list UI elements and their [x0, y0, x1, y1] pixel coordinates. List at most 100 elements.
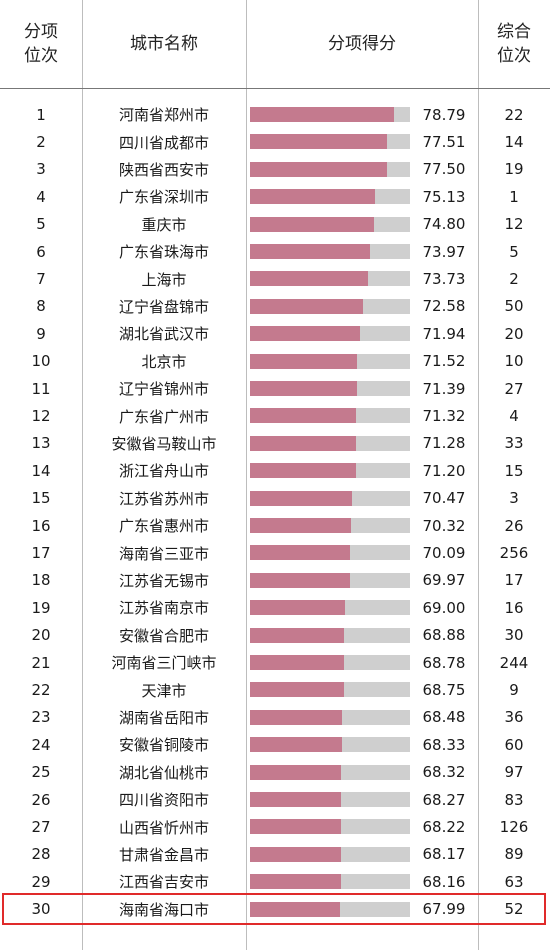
rank-cell: 27 [31, 818, 51, 837]
score-bar-track [250, 545, 410, 561]
score-bar-track [250, 874, 410, 890]
city-cell: 江苏省苏州市 [118, 489, 209, 508]
score-bar-cell [250, 375, 410, 402]
overall-rank-cell: 10 [504, 352, 524, 371]
score-bar [250, 134, 388, 150]
score-bar-track [250, 353, 410, 369]
score-value: 75.13 [422, 187, 466, 206]
city-cell: 河南省三门峡市 [111, 654, 217, 673]
score-bar-cell [250, 841, 410, 868]
rank-cell: 17 [31, 544, 51, 563]
score-bar [250, 874, 341, 890]
highlight-box [2, 893, 546, 926]
city-cell: 湖北省武汉市 [118, 325, 209, 344]
score-bar-cell [250, 183, 410, 210]
score-bar-cell [250, 676, 410, 703]
score-bar [250, 408, 357, 424]
score-bar-track [250, 408, 410, 424]
table-row: 21 河南省三门峡市 68.78 244 [0, 649, 550, 676]
table-row: 30 海南省海口市 67.99 52 [0, 896, 550, 923]
city-cell: 安徽省铜陵市 [118, 736, 209, 755]
overall-rank-cell: 27 [504, 379, 524, 398]
score-value: 74.80 [422, 215, 466, 234]
table-row: 2 四川省成都市 77.51 14 [0, 128, 550, 155]
score-value: 68.16 [422, 872, 466, 891]
table-row: 5 重庆市 74.80 12 [0, 211, 550, 238]
score-bar-track [250, 901, 410, 917]
city-cell: 广东省珠海市 [118, 243, 209, 262]
rank-cell: 14 [31, 461, 51, 480]
score-bar [250, 216, 374, 232]
city-cell: 安徽省合肥市 [118, 626, 209, 645]
score-bar-cell [250, 539, 410, 566]
score-value: 68.48 [422, 708, 466, 727]
score-bar [250, 161, 388, 177]
score-bar-track [250, 326, 410, 342]
score-bar-cell [250, 567, 410, 594]
table-row: 27 山西省忻州市 68.22 126 [0, 813, 550, 840]
score-value: 71.94 [422, 324, 466, 343]
city-cell: 湖南省岳阳市 [118, 708, 209, 727]
score-bar-track [250, 216, 410, 232]
score-bar-track [250, 189, 410, 205]
table-row: 8 辽宁省盘锦市 72.58 50 [0, 293, 550, 320]
rank-cell: 15 [31, 489, 51, 508]
score-value: 68.32 [422, 763, 466, 782]
city-cell: 山西省忻州市 [118, 818, 209, 837]
city-cell: 广东省广州市 [118, 407, 209, 426]
score-value: 68.27 [422, 790, 466, 809]
score-bar [250, 518, 352, 533]
score-bar-cell [250, 101, 410, 128]
overall-rank-cell: 83 [504, 790, 524, 809]
rank-cell: 18 [31, 571, 51, 590]
header-overall: 综合 位次 [478, 0, 550, 88]
rank-cell: 6 [36, 242, 46, 261]
score-bar-track [250, 134, 410, 150]
rank-cell: 25 [31, 763, 51, 782]
city-cell: 天津市 [141, 681, 187, 700]
score-value: 71.28 [422, 434, 466, 453]
grid-vline [478, 0, 479, 950]
score-bar [250, 381, 357, 396]
table-row: 1 河南省郑州市 78.79 22 [0, 101, 550, 128]
score-bar-track [250, 271, 410, 287]
city-cell: 辽宁省盘锦市 [118, 297, 209, 316]
score-value: 71.32 [422, 407, 466, 426]
city-cell: 上海市 [141, 270, 187, 289]
overall-rank-cell: 20 [504, 324, 524, 343]
score-bar-cell [250, 786, 410, 813]
score-bar [250, 600, 345, 616]
score-bar [250, 271, 369, 287]
score-bar [250, 846, 341, 862]
score-bar-cell [250, 649, 410, 676]
table-row: 26 四川省资阳市 68.27 83 [0, 786, 550, 813]
score-bar-cell [250, 622, 410, 649]
score-bar [250, 490, 353, 506]
table-row: 7 上海市 73.73 2 [0, 265, 550, 292]
table-row: 24 安徽省铜陵市 68.33 60 [0, 731, 550, 758]
city-cell: 海南省三亚市 [118, 544, 209, 563]
city-cell: 广东省深圳市 [118, 188, 209, 207]
overall-rank-cell: 2 [509, 270, 519, 289]
table-row: 28 甘肃省金昌市 68.17 89 [0, 841, 550, 868]
city-cell: 陕西省西安市 [118, 160, 209, 179]
city-cell: 湖北省仙桃市 [118, 763, 209, 782]
rank-cell: 29 [31, 872, 51, 891]
table-row: 10 北京市 71.52 10 [0, 348, 550, 375]
score-bar [250, 709, 343, 725]
score-bar [250, 298, 363, 314]
overall-rank-cell: 26 [504, 516, 524, 535]
overall-rank-cell: 4 [509, 407, 519, 426]
score-bar-track [250, 764, 410, 780]
grid-vline [82, 0, 83, 950]
score-bar-track [250, 682, 410, 698]
overall-rank-cell: 17 [504, 571, 524, 590]
score-bar [250, 655, 344, 670]
score-bar [250, 737, 342, 753]
rank-cell: 9 [36, 324, 46, 343]
city-cell: 北京市 [141, 352, 187, 371]
header-score: 分项得分 [328, 34, 396, 54]
score-value: 69.97 [422, 571, 466, 590]
overall-rank-cell: 5 [509, 242, 519, 261]
score-value: 68.22 [422, 818, 466, 837]
